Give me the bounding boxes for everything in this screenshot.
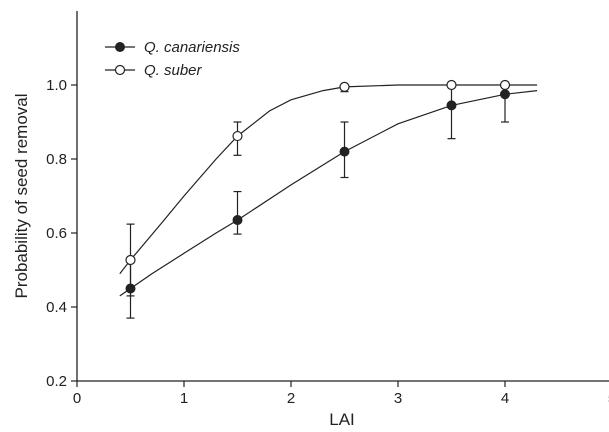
data-point-suber-1 xyxy=(232,130,243,142)
error-bar-canariensis-1 xyxy=(233,190,242,235)
data-point-suber-4 xyxy=(499,79,511,91)
y-tick-label-0: 0.2 xyxy=(46,373,67,390)
legend-marker-suber xyxy=(114,64,126,76)
legend-marker-canariensis xyxy=(115,42,125,52)
series-layer xyxy=(119,79,538,319)
y-tick-label-3: 0.8 xyxy=(46,151,67,168)
error-bar-canariensis-3 xyxy=(447,84,456,140)
fit-line-canariensis xyxy=(119,90,538,297)
legend: Q. canariensis Q. suber xyxy=(105,39,240,79)
x-tick-label-4: 4 xyxy=(501,390,509,407)
y-tick-label-1: 0.4 xyxy=(46,299,67,316)
y-tick-label-4: 1.0 xyxy=(46,77,67,94)
data-point-suber-3 xyxy=(446,79,457,91)
plot-frame xyxy=(76,11,609,382)
x-axis-label: LAI xyxy=(329,410,355,429)
data-point-suber-0 xyxy=(125,254,136,266)
legend-label-suber: Q. suber xyxy=(144,62,203,79)
x-tick-label-1: 1 xyxy=(180,390,188,407)
data-point-canariensis-3 xyxy=(446,100,457,111)
y-axis-label: Probability of seed removal xyxy=(12,93,31,298)
data-point-canariensis-2 xyxy=(339,146,350,157)
data-point-suber-2 xyxy=(339,81,350,92)
series-suber xyxy=(119,79,538,297)
y-axis-ticks: 0.2 0.4 0.6 0.8 1.0 xyxy=(46,77,77,390)
data-point-canariensis-4 xyxy=(500,89,510,100)
y-tick-label-2: 0.6 xyxy=(46,225,67,242)
fit-line-suber xyxy=(119,84,538,275)
series-canariensis xyxy=(119,84,538,319)
x-tick-label-0: 0 xyxy=(73,390,81,407)
data-point-canariensis-1 xyxy=(232,215,243,226)
x-tick-label-3: 3 xyxy=(394,390,402,407)
x-tick-label-5: 5 xyxy=(608,390,609,407)
x-axis-ticks: 0 1 2 3 4 5 xyxy=(73,381,609,407)
x-tick-label-2: 2 xyxy=(287,390,295,407)
legend-label-canariensis: Q. canariensis xyxy=(144,39,240,56)
